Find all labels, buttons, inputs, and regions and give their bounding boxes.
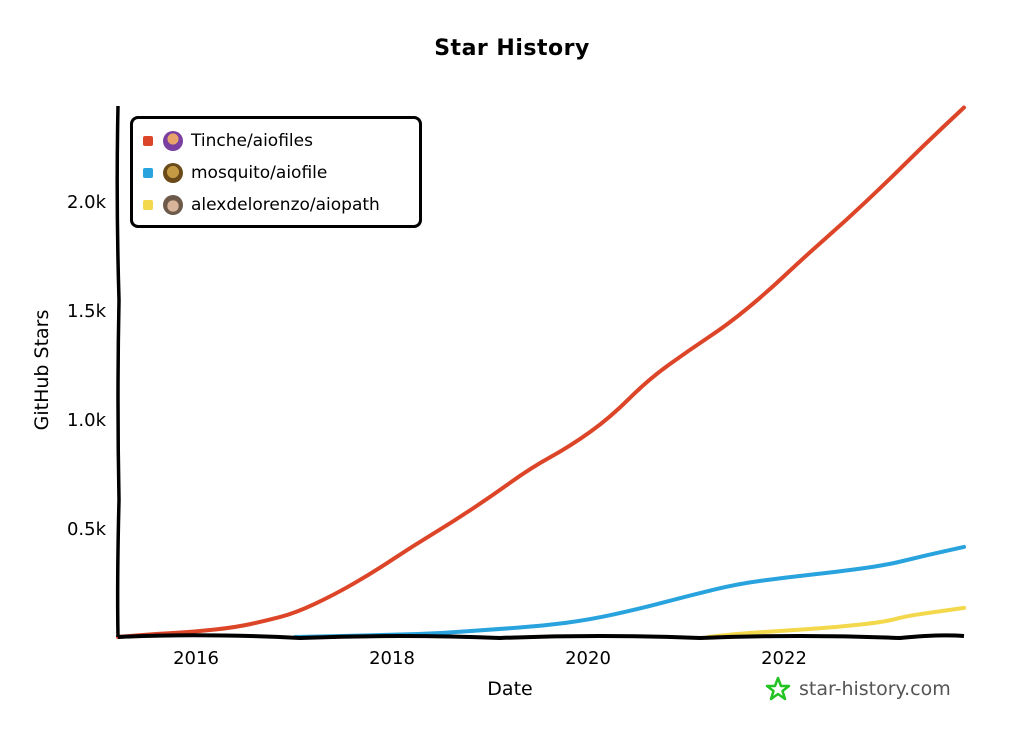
- legend: Tinche/aiofiles mosquito/aiofile alexdel…: [130, 116, 422, 228]
- legend-swatch: [143, 168, 153, 178]
- avatar-icon: [163, 163, 183, 183]
- x-tick: 2020: [565, 648, 611, 669]
- y-tick: 0.5k: [66, 519, 106, 540]
- x-tick: 2022: [761, 648, 807, 669]
- legend-swatch: [143, 200, 153, 210]
- y-tick: 2.0k: [66, 192, 106, 213]
- y-axis: [115, 105, 121, 638]
- legend-swatch: [143, 136, 153, 146]
- y-axis-label: GitHub Stars: [31, 309, 53, 431]
- x-tick: 2018: [369, 648, 415, 669]
- legend-item[interactable]: Tinche/aiofiles: [143, 129, 313, 153]
- chart-title: Star History: [434, 36, 590, 61]
- legend-label: Tinche/aiofiles: [191, 131, 313, 151]
- series-line: [116, 105, 966, 639]
- x-tick: 2016: [173, 648, 219, 669]
- star-icon: [765, 676, 791, 701]
- watermark-link[interactable]: star-history.com: [765, 676, 951, 702]
- legend-item[interactable]: mosquito/aiofile: [143, 161, 327, 185]
- y-tick: 1.5k: [66, 301, 106, 322]
- x-axis: [117, 633, 965, 641]
- x-axis-label: Date: [487, 678, 533, 700]
- legend-item[interactable]: alexdelorenzo/aiopath: [143, 193, 380, 217]
- series-line: [706, 605, 966, 639]
- legend-label: alexdelorenzo/aiopath: [191, 195, 380, 215]
- legend-label: mosquito/aiofile: [191, 163, 328, 183]
- avatar-icon: [163, 195, 183, 215]
- y-tick: 1.0k: [66, 410, 106, 431]
- avatar-icon: [163, 131, 183, 151]
- watermark-text: star-history.com: [799, 678, 951, 700]
